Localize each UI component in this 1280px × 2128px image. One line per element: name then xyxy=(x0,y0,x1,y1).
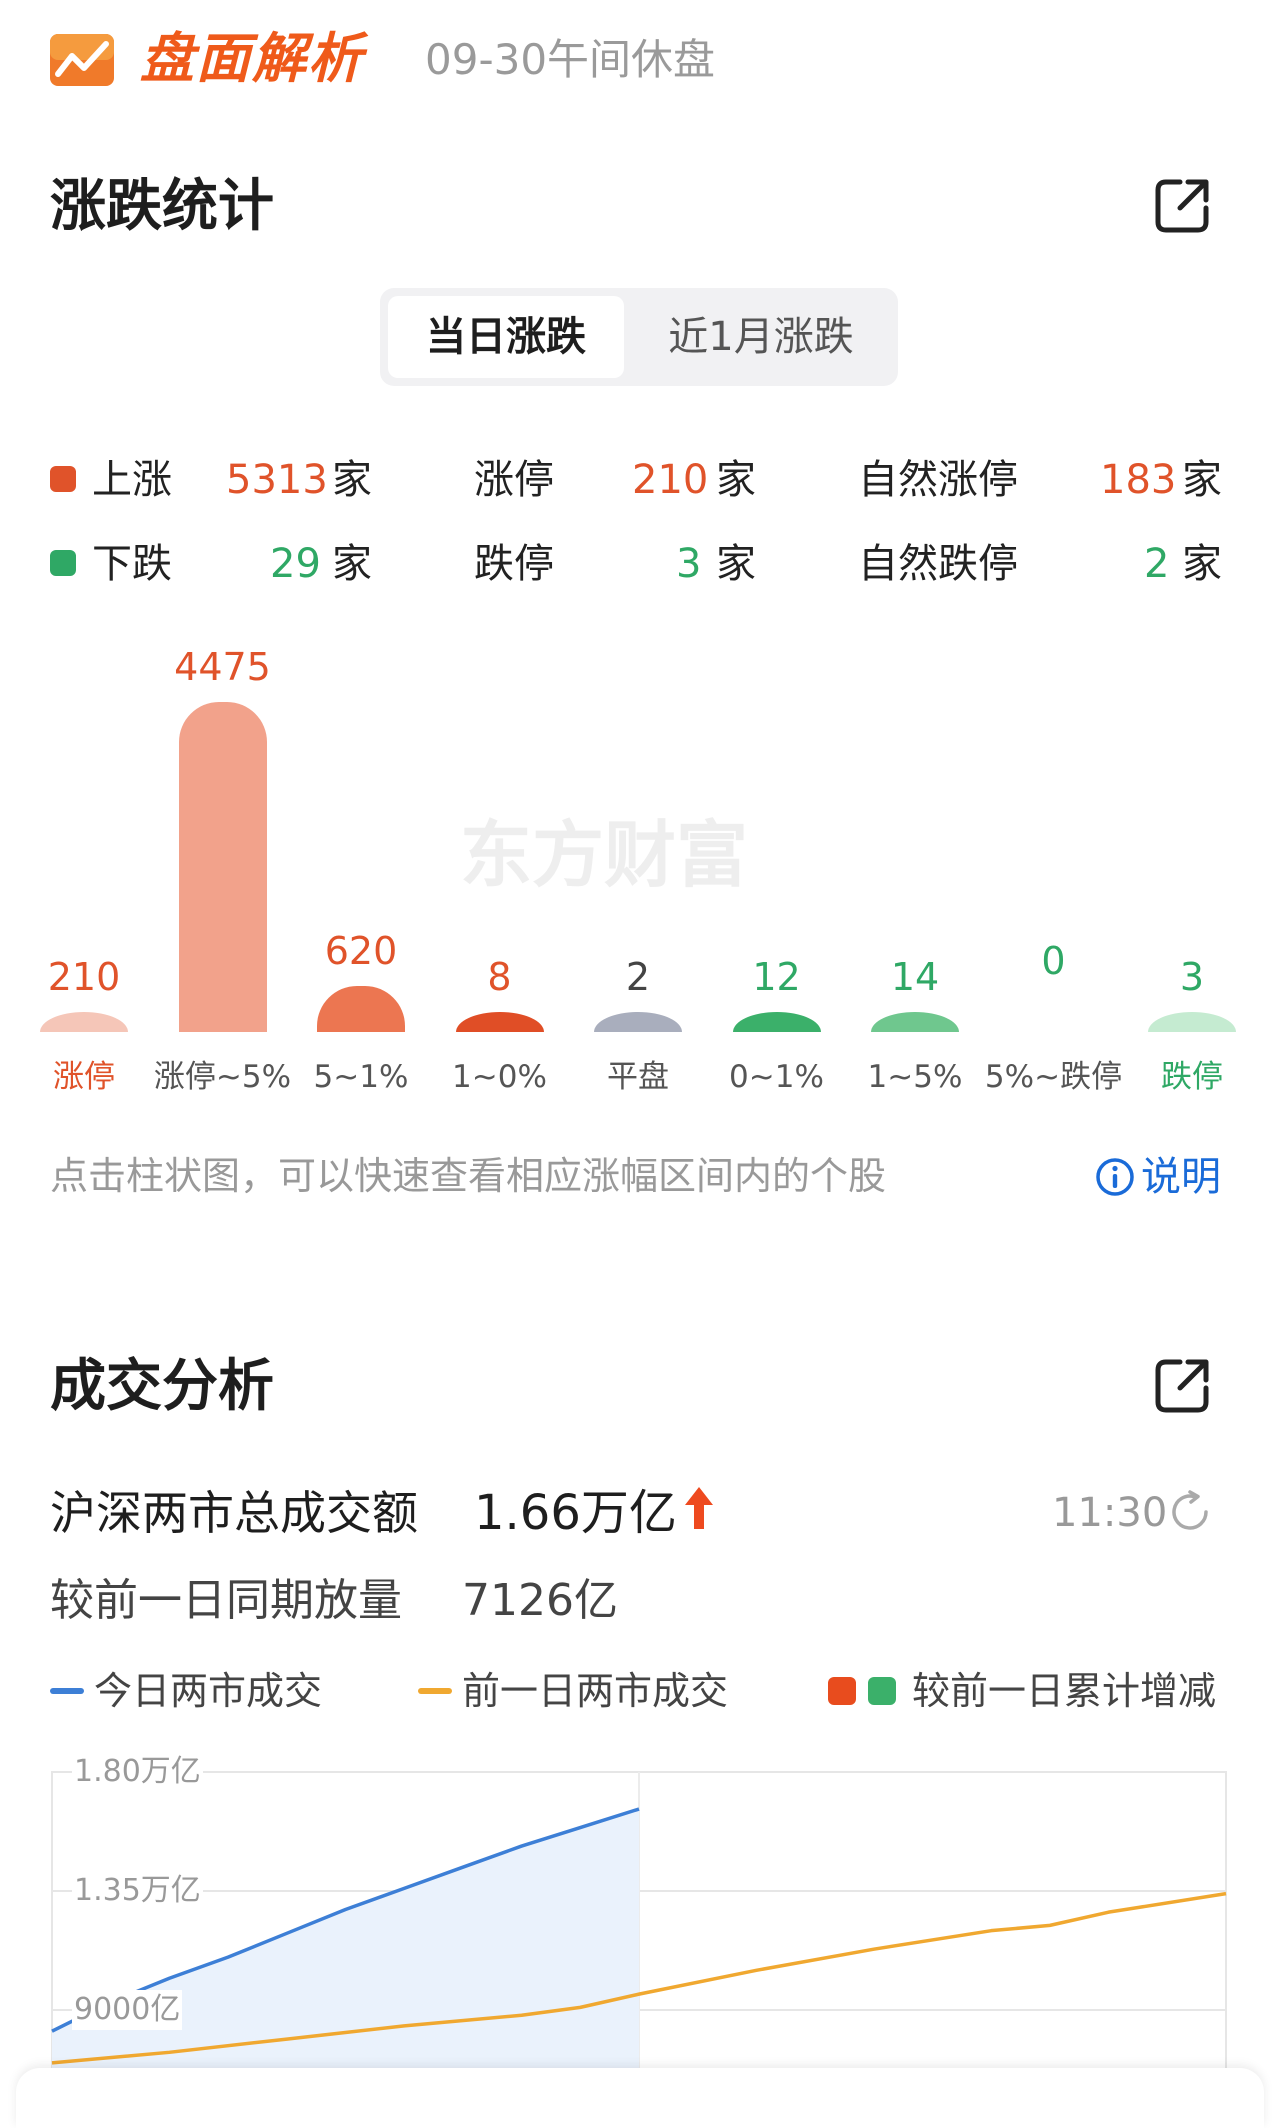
bar-value-label: 0 xyxy=(1041,939,1066,983)
bar-category-label: 5%~跌停 xyxy=(984,1059,1123,1095)
unit-label: 家 xyxy=(1182,457,1222,503)
y-tick-label: 9000亿 xyxy=(72,1990,183,2030)
limit-up-label: 涨停 xyxy=(474,457,554,503)
bar-category-label: 5~1% xyxy=(313,1059,409,1095)
bar-value-label: 8 xyxy=(487,955,512,999)
bar-category-label: 平盘 xyxy=(607,1059,669,1095)
bar-2[interactable] xyxy=(317,986,405,1032)
down-color-dot xyxy=(50,550,76,576)
refresh-icon[interactable] xyxy=(1168,1490,1212,1534)
legend-today: 今日两市成交 xyxy=(94,1669,323,1713)
unit-label: 家 xyxy=(716,541,756,587)
bar-value-label: 2 xyxy=(625,955,651,999)
today-area-fill xyxy=(52,1809,639,2102)
bar-value-label: 14 xyxy=(890,955,940,999)
total-turnover-amount: 1.66万亿 xyxy=(474,1485,677,1541)
share-icon[interactable] xyxy=(1150,174,1214,238)
bottom-sheet xyxy=(16,2068,1264,2128)
limit-down-label: 跌停 xyxy=(474,541,554,587)
compare-label: 较前一日同期放量 xyxy=(50,1575,402,1626)
section-title-trade: 成交分析 xyxy=(50,1354,274,1419)
bar-category-label: 1~0% xyxy=(452,1059,547,1095)
bar-6[interactable] xyxy=(871,1012,959,1032)
up-label: 上涨 xyxy=(92,457,172,503)
unit-label: 家 xyxy=(332,541,372,587)
bar-0[interactable] xyxy=(40,1012,128,1032)
bar-category-label: 涨停 xyxy=(53,1059,115,1095)
explain-link[interactable]: 说明 xyxy=(1095,1148,1221,1206)
turnover-line-chart xyxy=(51,1771,1227,2102)
natural-limit-up-label: 自然涨停 xyxy=(858,457,1018,503)
update-time-text: 11:30 xyxy=(1052,1490,1168,1536)
bar-8[interactable] xyxy=(1148,1012,1236,1032)
bar-category-label: 跌停 xyxy=(1161,1059,1223,1095)
bar-1[interactable] xyxy=(178,702,267,1032)
legend-cumulative: 较前一日累计增减 xyxy=(912,1669,1217,1713)
page-title: 盘面解析 xyxy=(140,27,364,90)
unit-label: 家 xyxy=(1182,541,1222,587)
bar-value-label: 210 xyxy=(47,955,121,999)
total-turnover-value: 1.66万亿 xyxy=(474,1478,715,1548)
up-color-dot xyxy=(50,466,76,492)
y-tick-label: 1.35万亿 xyxy=(72,1871,203,1911)
distribution-bar-chart: 210 涨停 4475 涨停~5% 620 5~1% 8 1~0% 2 平盘 12 0~1% 14 1~5… xyxy=(0,620,1280,1120)
bar-category-label: 1~5% xyxy=(867,1059,963,1095)
down-count: 29 xyxy=(270,541,321,587)
legend-swatch-previous xyxy=(418,1688,452,1694)
info-icon xyxy=(1096,1158,1134,1196)
share-icon[interactable] xyxy=(1150,1354,1214,1418)
total-turnover-label: 沪深两市总成交额 xyxy=(50,1486,418,1540)
up-count: 5313 xyxy=(226,457,328,503)
y-tick-label: 1.80万亿 xyxy=(72,1752,203,1792)
arrow-up-icon xyxy=(684,1487,713,1529)
compare-value: 7126亿 xyxy=(462,1575,618,1626)
bar-3[interactable] xyxy=(455,1012,544,1032)
bar-value-label: 4475 xyxy=(174,645,271,689)
unit-label: 家 xyxy=(332,457,372,503)
limit-down-count: 3 xyxy=(676,541,702,587)
natural-limit-down-count: 2 xyxy=(1144,541,1170,587)
chart-hint: 点击柱状图，可以快速查看相应涨幅区间内的个股 xyxy=(50,1154,887,1198)
bar-5[interactable] xyxy=(732,1012,821,1032)
watermark-text: 东方财富 xyxy=(460,813,749,897)
legend-previous: 前一日两市成交 xyxy=(462,1669,729,1713)
bar-category-label: 涨停~5% xyxy=(153,1059,292,1095)
legend-swatch-decrease xyxy=(868,1677,896,1705)
legend-swatch-today xyxy=(50,1688,84,1694)
bar-4[interactable] xyxy=(594,1012,682,1032)
unit-label: 家 xyxy=(716,457,756,503)
bar-value-label: 3 xyxy=(1179,955,1205,999)
series-line-today xyxy=(51,1807,640,2033)
limit-up-count: 210 xyxy=(632,457,709,503)
natural-limit-up-count: 183 xyxy=(1100,457,1177,503)
section-title-rise-fall: 涨跌统计 xyxy=(50,174,274,239)
trend-chart-icon xyxy=(50,34,114,86)
range-tabs: 当日涨跌 近1月涨跌 xyxy=(380,288,898,386)
legend-swatch-increase xyxy=(828,1677,856,1705)
bar-value-label: 12 xyxy=(752,955,801,999)
bar-value-label: 620 xyxy=(324,929,398,974)
tab-today[interactable]: 当日涨跌 xyxy=(388,296,624,378)
down-label: 下跌 xyxy=(92,541,172,587)
explain-label: 说明 xyxy=(1141,1154,1221,1200)
tab-month[interactable]: 近1月涨跌 xyxy=(668,314,854,360)
natural-limit-down-label: 自然跌停 xyxy=(858,541,1018,587)
bar-category-label: 0~1% xyxy=(729,1059,824,1095)
session-status: 09-30午间休盘 xyxy=(425,35,716,84)
series-line-previous xyxy=(51,1891,1227,2065)
update-time: 11:30 xyxy=(1052,1480,1167,1546)
